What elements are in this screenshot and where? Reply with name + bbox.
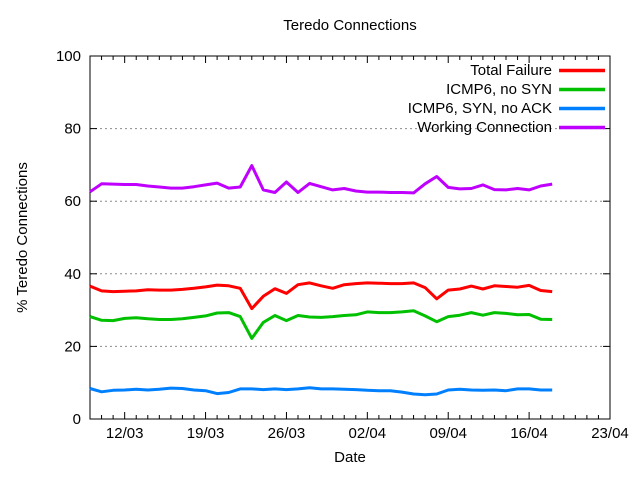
series-lines xyxy=(89,164,553,397)
y-tick-label: 40 xyxy=(64,266,81,283)
x-tick-label: 16/04 xyxy=(510,425,548,442)
y-tick-label: 0 xyxy=(73,411,81,428)
y-tick-label: 60 xyxy=(64,193,81,210)
x-tick-label: 23/04 xyxy=(591,425,629,442)
x-tick-label: 09/04 xyxy=(429,425,467,442)
x-tick-label: 02/04 xyxy=(349,425,387,442)
x-tick-label: 19/03 xyxy=(187,425,225,442)
x-tick-label: 12/03 xyxy=(106,425,144,442)
y-tick-label: 20 xyxy=(64,338,81,355)
x-axis-label: Date xyxy=(334,449,366,466)
y-tick-label: 100 xyxy=(56,48,81,65)
chart-title: Teredo Connections xyxy=(283,17,416,34)
series-line-icmp6-no-syn xyxy=(89,309,553,340)
legend-label-working-connection: Working Connection xyxy=(417,119,552,136)
legend-label-icmp6-syn-no-ack: ICMP6, SYN, no ACK xyxy=(408,100,552,117)
series-line-working-connection xyxy=(89,164,553,195)
legend-label-icmp6-no-syn: ICMP6, no SYN xyxy=(446,81,552,98)
legend-label-total-failure: Total Failure xyxy=(470,62,552,79)
tick-labels: 0 20 40 60 80 100 12/03 19/03 26/03 02/04 09/04 16/… xyxy=(56,48,629,442)
series-line-total-failure xyxy=(89,281,553,311)
y-tick-label: 80 xyxy=(64,121,81,138)
series-line-icmp6-syn-no-ack xyxy=(89,386,553,397)
gridlines xyxy=(90,128,610,347)
plot-border xyxy=(89,55,611,420)
x-tick-label: 26/03 xyxy=(268,425,306,442)
legend: Total Failure ICMP6, no SYN ICMP6, SYN, no… xyxy=(408,62,605,136)
y-axis-label: % Teredo Connections xyxy=(14,162,31,313)
